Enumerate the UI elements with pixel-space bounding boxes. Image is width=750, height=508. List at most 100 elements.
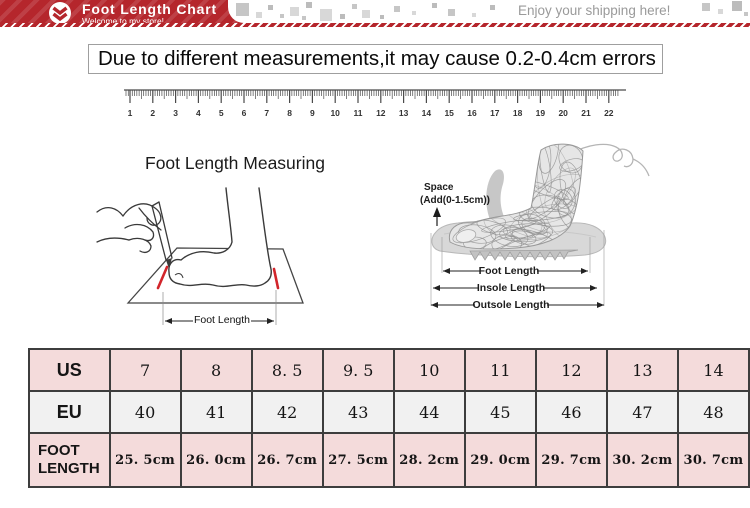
ruler-number: 10 [330,108,340,118]
pixel-square [490,5,495,10]
header-titles: Foot Length Chart Welcome to my store! [82,2,217,26]
table-row: EU 40 41 42 43 44 45 46 47 48 [28,390,750,434]
header-white-panel: Enjoy your shipping here! [228,0,750,23]
table-cell: 10 [392,348,466,392]
table-cell: 40 [108,390,182,434]
size-table: US 7 8 8. 5 9. 5 10 11 12 13 14 EU 40 41 42 43 44 45 46 47… [28,348,750,488]
pixel-square [432,3,437,8]
notice-box: Due to different measurements,it may cau… [88,44,663,74]
table-cell: 13 [605,348,679,392]
ruler-number: 11 [354,108,363,118]
table-cell: 46 [534,390,608,434]
pixel-square [340,14,345,19]
space-label-line1: Space [424,182,454,193]
striped-divider [0,23,750,27]
table-cell: 14 [676,348,750,392]
outsole-length-arrow-label: Outsole Length [473,299,550,311]
ruler-number: 17 [490,108,500,118]
table-cell: 28. 2cm [392,432,466,488]
ruler-number: 2 [150,108,155,118]
shoe-diagram: Space (Add(0-1.5cm)) Foot Length Insole … [420,143,650,311]
foot-outline [168,187,272,288]
header-tagline: Enjoy your shipping here! [518,3,671,18]
table-cell: 26. 0cm [179,432,253,488]
store-logo-icon [49,2,71,24]
pixel-square [302,16,306,20]
table-cell: 42 [250,390,324,434]
header-title: Foot Length Chart [82,1,217,17]
ruler-number: 9 [310,108,315,118]
header-banner: Enjoy your shipping here! Foot Length Ch… [0,0,750,27]
guide-lines [430,230,605,306]
pixel-square [320,9,332,21]
insole-length-arrow-label: Insole Length [477,282,545,294]
table-cell: 8 [179,348,253,392]
table-cell: 8. 5 [250,348,324,392]
row-label-eu: EU [28,390,111,434]
ruler-number: 13 [399,108,409,118]
space-label-line2: (Add(0-1.5cm)) [420,195,490,206]
table-cell: 25. 5cm [108,432,182,488]
ruler-number: 4 [196,108,201,118]
pixel-square [268,5,273,10]
ruler-number: 3 [173,108,178,118]
table-cell: 44 [392,390,466,434]
ruler-number: 20 [558,108,568,118]
table-cell: 9. 5 [321,348,395,392]
table-cell: 45 [463,390,537,434]
table-cell: 26. 7cm [250,432,324,488]
table-cell: 43 [321,390,395,434]
table-cell: 30. 2cm [605,432,679,488]
pixel-square [744,12,748,16]
pixel-square [702,3,710,11]
table-cell: 30. 7cm [676,432,750,488]
table-cell: 47 [605,390,679,434]
ruler-number: 21 [581,108,591,118]
foot-length-arrow-label: Foot Length [479,265,540,277]
pixel-square [448,9,455,16]
row-label-us: US [28,348,111,392]
table-cell: 11 [463,348,537,392]
ruler-number: 6 [242,108,247,118]
ruler-number: 19 [536,108,546,118]
foot-measuring-illustration: Foot Length [96,187,304,326]
table-cell: 29. 0cm [463,432,537,488]
table-row: FOOT LENGTH 25. 5cm 26. 0cm 26. 7cm 27. 5cm 2… [28,432,750,488]
measuring-title: Foot Length Measuring [145,153,325,173]
ruler-number: 5 [219,108,224,118]
ruler-number: 15 [444,108,454,118]
red-measure-marks [156,265,280,290]
pixel-square [280,14,284,18]
ruler: 1 2 3 4 5 6 7 8 9 10 11 12 13 14 15 16 17 18 19 20 21 22 [124,89,626,118]
table-cell: 7 [108,348,182,392]
pixel-square [718,9,723,14]
pixel-square [306,2,312,8]
pixel-square [236,3,249,16]
shoe-dimensions: Foot Length Insole Length Outsole Length [431,264,604,311]
pixel-square [472,13,476,17]
pixel-square [732,1,742,11]
ruler-number: 22 [604,108,614,118]
ruler-number: 1 [128,108,133,118]
ruler-number: 18 [513,108,523,118]
pixel-square [352,4,357,9]
pixel-square [394,6,400,12]
header-subtitle: Welcome to my store! [82,16,165,26]
pixel-square [256,12,262,18]
table-row: US 7 8 8. 5 9. 5 10 11 12 13 14 [28,348,750,392]
pixel-square [412,11,416,15]
ruler-number: 8 [287,108,292,118]
notice-text: Due to different measurements,it may cau… [98,47,656,70]
ruler-number: 7 [264,108,269,118]
table-cell: 27. 5cm [321,432,395,488]
foot-length-label: Foot Length [194,314,250,326]
ruler-number: 16 [467,108,477,118]
table-cell: 29. 7cm [534,432,608,488]
row-label-foot-length: FOOT LENGTH [28,432,111,488]
table-cell: 41 [179,390,253,434]
foot-length-dimension: Foot Length [162,290,277,326]
pixel-square [362,10,370,18]
pixel-square [290,7,299,16]
ruler-number: 14 [422,108,432,118]
